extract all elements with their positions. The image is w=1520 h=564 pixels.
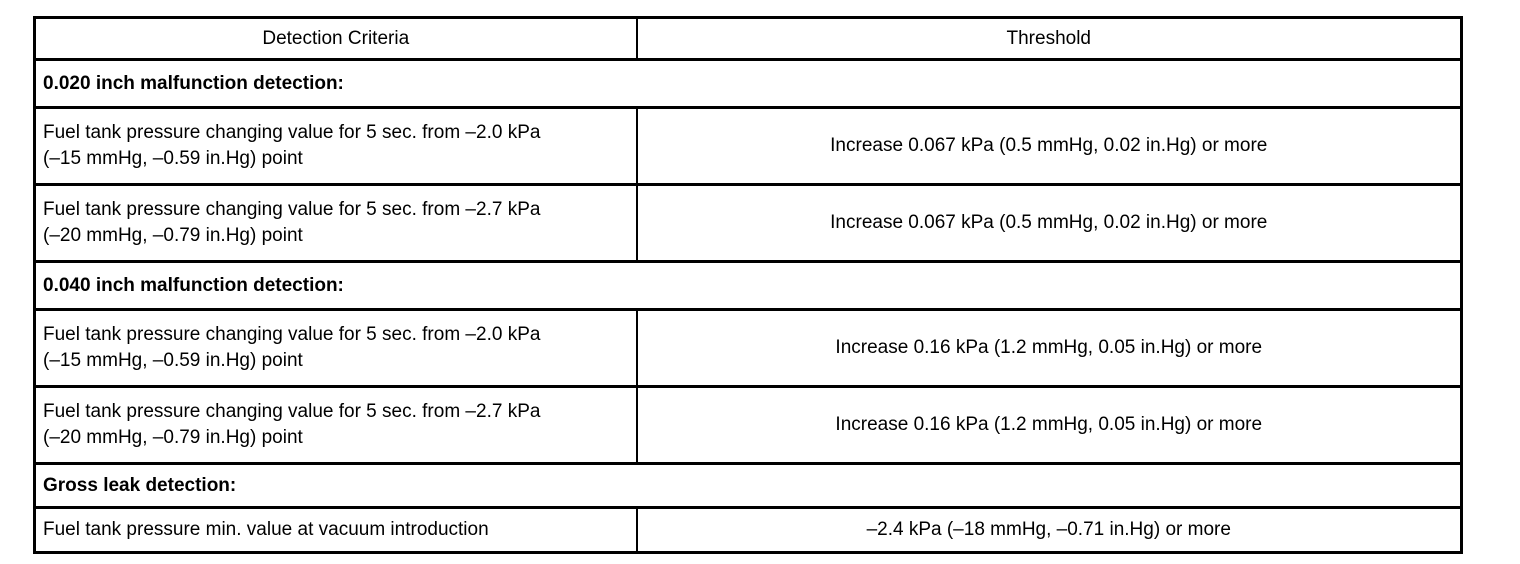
criteria-cell: Fuel tank pressure changing value for 5 … bbox=[33, 308, 638, 388]
section-row-0040-inch: 0.040 inch malfunction detection: bbox=[33, 260, 1463, 311]
section-row-0020-inch: 0.020 inch malfunction detection: bbox=[33, 58, 1463, 109]
threshold-cell: Increase 0.067 kPa (0.5 mmHg, 0.02 in.Hg… bbox=[635, 106, 1463, 186]
section-label-0040-inch: 0.040 inch malfunction detection: bbox=[33, 260, 1463, 311]
column-header-threshold: Threshold bbox=[635, 16, 1463, 61]
table-row: Fuel tank pressure changing value for 5 … bbox=[33, 308, 1463, 388]
threshold-cell: –2.4 kPa (–18 mmHg, –0.71 in.Hg) or more bbox=[635, 506, 1463, 554]
section-label-0020-inch: 0.020 inch malfunction detection: bbox=[33, 58, 1463, 109]
detection-criteria-table: Detection Criteria Threshold 0.020 inch … bbox=[33, 16, 1463, 554]
table-row: Fuel tank pressure min. value at vacuum … bbox=[33, 506, 1463, 554]
threshold-cell: Increase 0.16 kPa (1.2 mmHg, 0.05 in.Hg)… bbox=[635, 385, 1463, 465]
section-row-gross-leak: Gross leak detection: bbox=[33, 462, 1463, 509]
criteria-cell: Fuel tank pressure changing value for 5 … bbox=[33, 183, 638, 263]
threshold-cell: Increase 0.16 kPa (1.2 mmHg, 0.05 in.Hg)… bbox=[635, 308, 1463, 388]
column-header-detection-criteria: Detection Criteria bbox=[33, 16, 638, 61]
table-row: Fuel tank pressure changing value for 5 … bbox=[33, 385, 1463, 465]
criteria-cell: Fuel tank pressure changing value for 5 … bbox=[33, 385, 638, 465]
criteria-cell: Fuel tank pressure changing value for 5 … bbox=[33, 106, 638, 186]
table-row: Fuel tank pressure changing value for 5 … bbox=[33, 183, 1463, 263]
criteria-cell: Fuel tank pressure min. value at vacuum … bbox=[33, 506, 638, 554]
section-label-gross-leak: Gross leak detection: bbox=[33, 462, 1463, 509]
table-row: Fuel tank pressure changing value for 5 … bbox=[33, 106, 1463, 186]
table-header-row: Detection Criteria Threshold bbox=[33, 16, 1463, 61]
threshold-cell: Increase 0.067 kPa (0.5 mmHg, 0.02 in.Hg… bbox=[635, 183, 1463, 263]
